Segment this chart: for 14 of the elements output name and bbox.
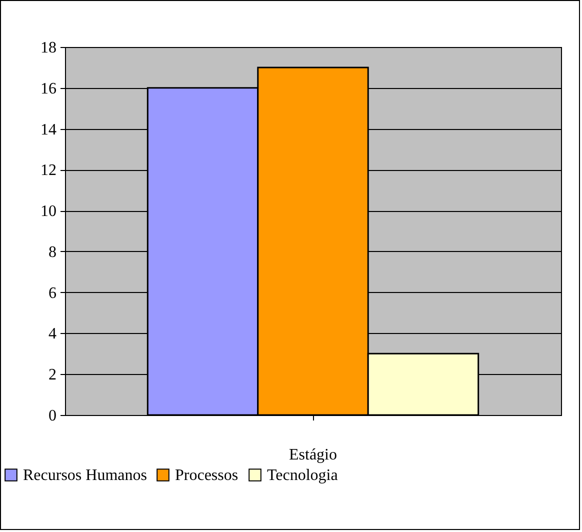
y-tick-label: 8 bbox=[48, 244, 56, 261]
x-tick-label: Estágio bbox=[289, 446, 337, 464]
legend-label: Tecnologia bbox=[267, 467, 338, 484]
legend-label: Processos bbox=[175, 467, 238, 484]
y-tick-label: 2 bbox=[48, 366, 56, 384]
y-tick-label: 10 bbox=[40, 203, 56, 220]
legend-label: Recursos Humanos bbox=[23, 467, 147, 484]
y-tick-label: 16 bbox=[40, 80, 56, 98]
y-tick-label: 18 bbox=[40, 40, 56, 56]
y-tick-label: 14 bbox=[40, 121, 56, 138]
y-tick-label: 12 bbox=[40, 162, 56, 180]
y-tick-label: 4 bbox=[48, 326, 56, 343]
y-tick-label: 6 bbox=[48, 284, 56, 302]
y-tick-label: 0 bbox=[48, 408, 56, 424]
